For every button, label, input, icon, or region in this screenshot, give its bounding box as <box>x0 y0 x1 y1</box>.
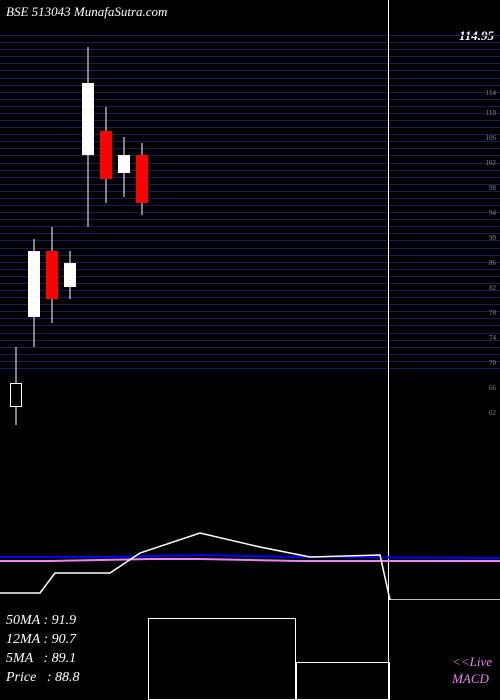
macd-label-line2: MACD <box>452 671 492 688</box>
macd-svg <box>0 465 500 600</box>
ma50-row: 50MA : 91.9 <box>6 612 80 631</box>
macd-label: <<Live MACD <box>452 654 492 688</box>
info-panel: 50MA : 91.9 12MA : 90.7 5MA : 89.1 Price… <box>6 612 80 688</box>
symbol-label: 513043 <box>32 4 71 19</box>
macd-label-line1: <<Live <box>452 654 492 671</box>
ma5-row: 5MA : 89.1 <box>6 650 80 669</box>
exchange-label: BSE <box>6 4 28 19</box>
chart-header: BSE 513043 MunafaSutra.com <box>6 4 167 20</box>
macd-indicator <box>0 465 500 600</box>
candlestick-chart: 11411010610298949086827874706662 <box>0 35 500 425</box>
site-label: MunafaSutra.com <box>74 4 168 19</box>
ma12-row: 12MA : 90.7 <box>6 631 80 650</box>
price-row: Price : 88.8 <box>6 669 80 688</box>
